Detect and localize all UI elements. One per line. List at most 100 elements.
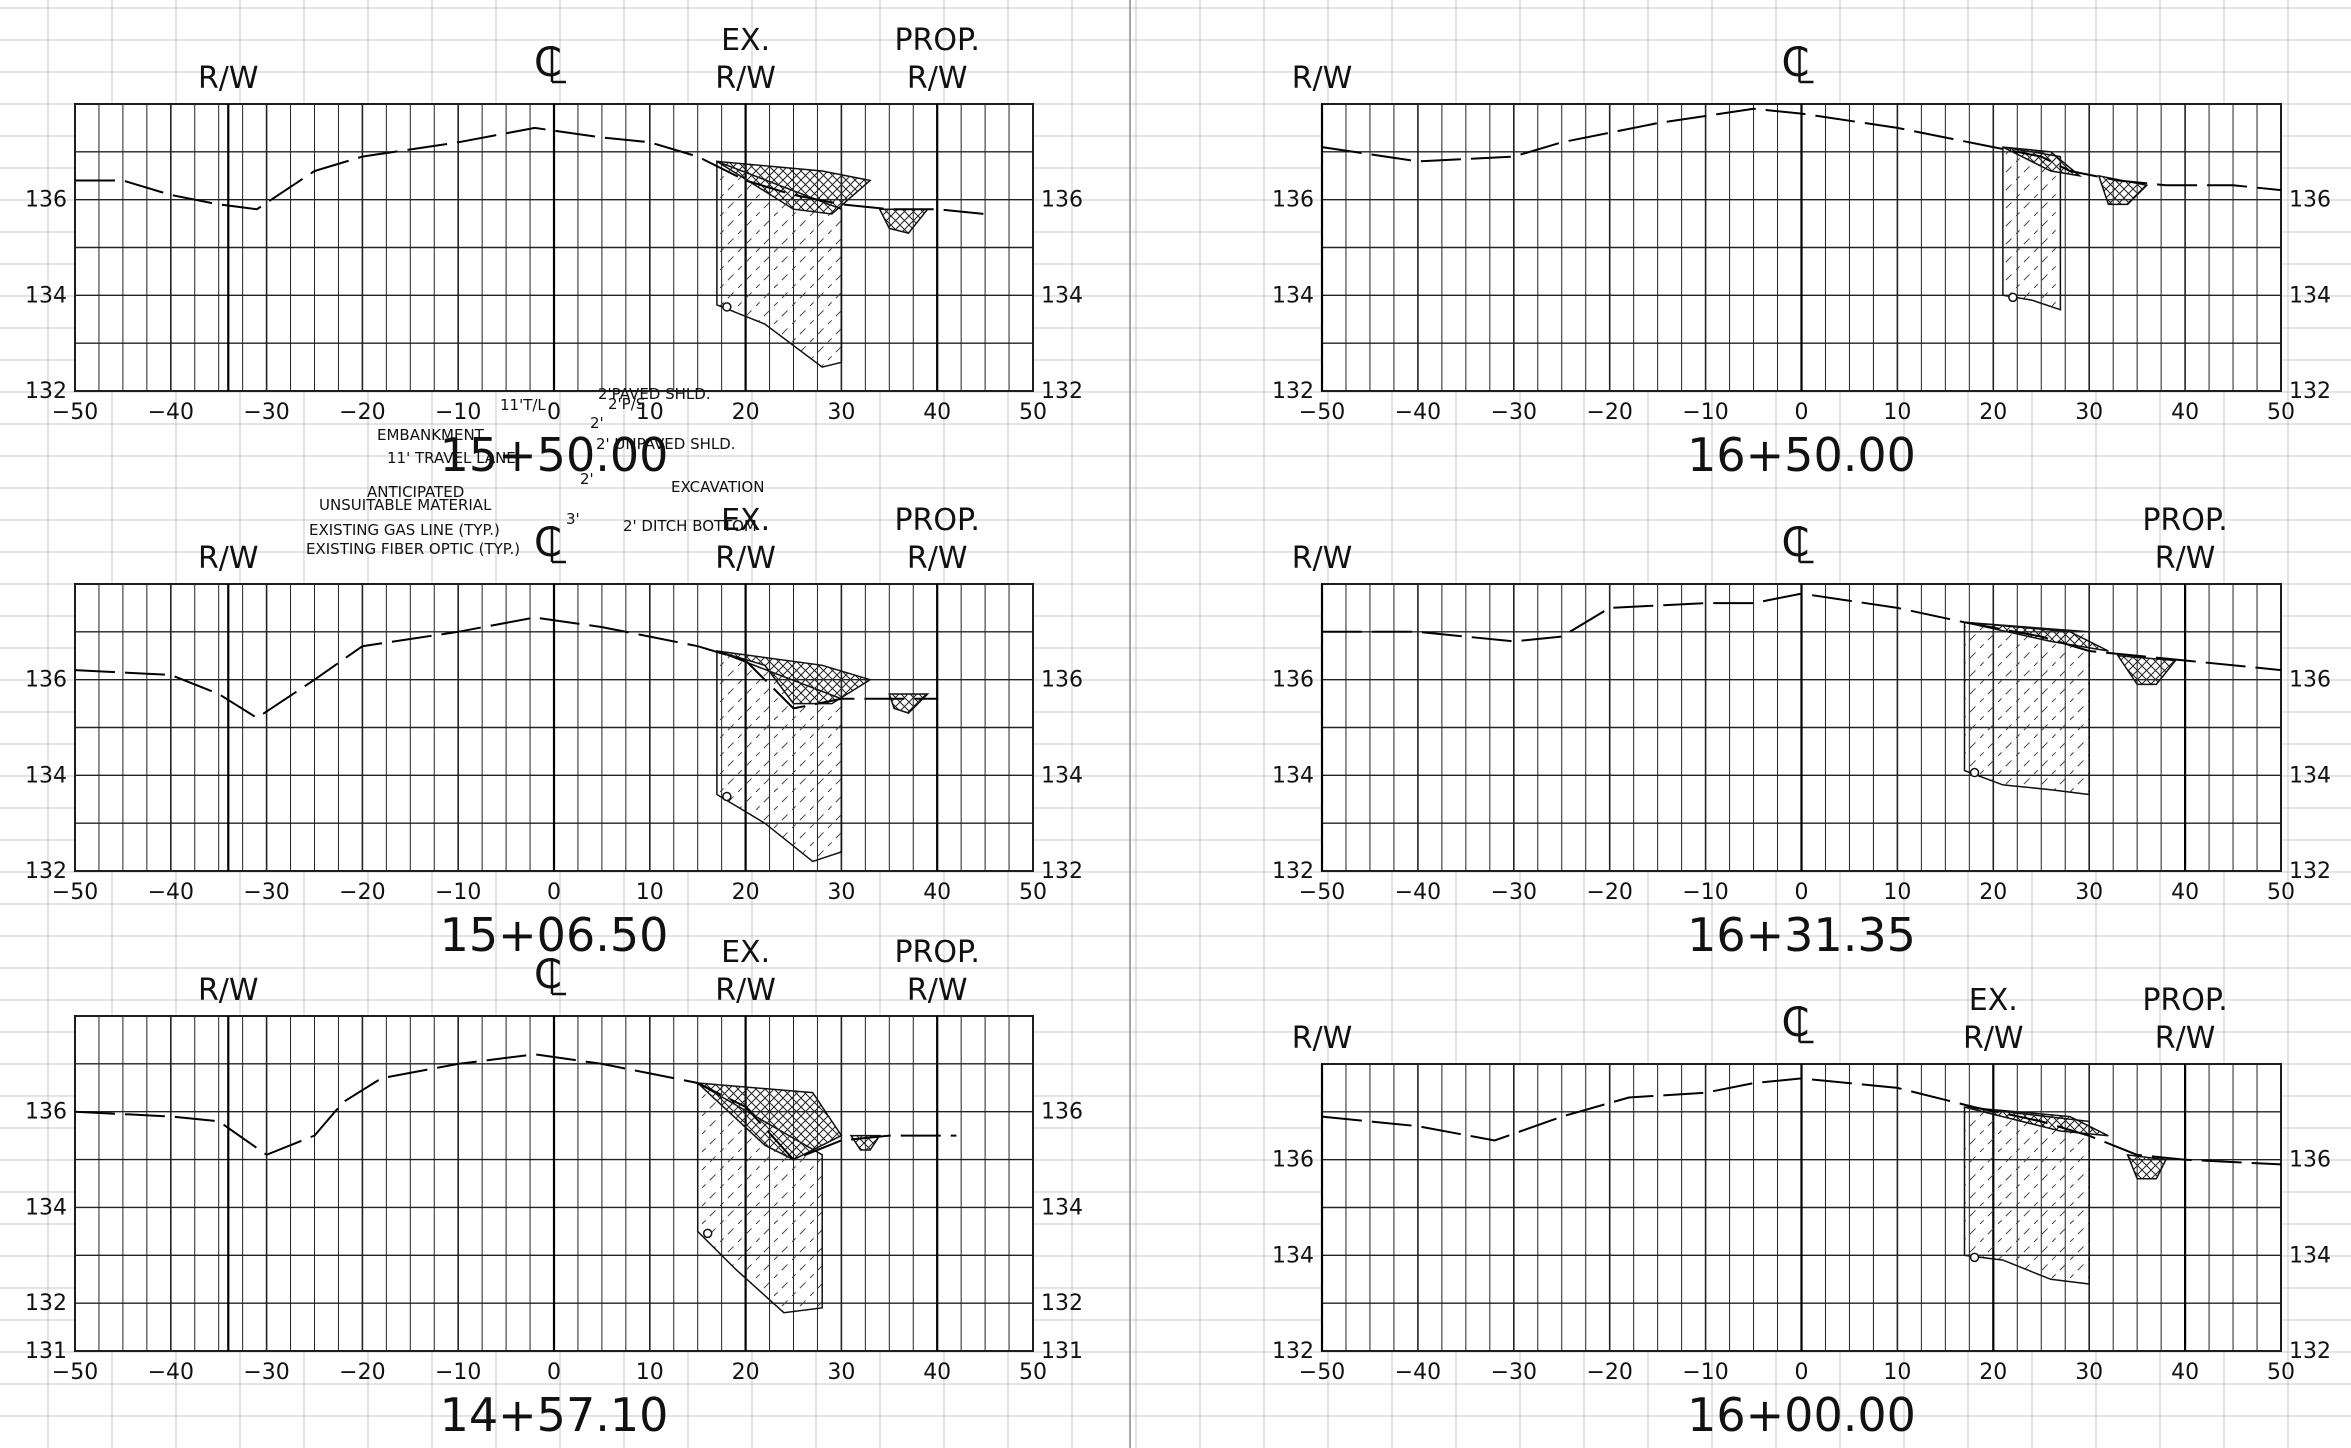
unsuitable-material-area [1963, 1106, 2090, 1285]
x-tick-label: 0 [547, 1360, 561, 1385]
x-tick-label: 50 [2267, 400, 2295, 425]
embankment-area [695, 1082, 843, 1161]
x-tick-label: 20 [732, 400, 760, 425]
y-tick-label-right: 134 [2289, 1243, 2331, 1268]
x-tick-label: −50 [52, 880, 98, 905]
y-tick-label-right: 134 [1041, 283, 1083, 308]
prop-rw-label: R/W [907, 61, 968, 96]
x-tick-label: 40 [2171, 880, 2199, 905]
y-tick-label-left: 136 [25, 668, 67, 693]
y-tick-label-left: 134 [25, 1195, 67, 1220]
prop-label: PROP. [894, 503, 980, 538]
annotation-label: EXISTING GAS LINE (TYP.) [309, 521, 500, 539]
x-tick-label: 0 [1795, 1360, 1809, 1385]
x-tick-label: −10 [1682, 880, 1728, 905]
x-tick-label: 10 [1883, 1360, 1911, 1385]
annotation-label: 2' UNPAVED SHLD. [596, 435, 736, 453]
x-tick-label: −10 [435, 880, 481, 905]
station-title: 16+00.00 [1687, 1388, 1916, 1442]
x-tick-label: 10 [1883, 400, 1911, 425]
ex-label: EX. [721, 935, 770, 970]
unsuitable-material-area [716, 160, 843, 368]
y-tick-label-left: 134 [25, 283, 67, 308]
y-tick-label-left: 132 [25, 859, 67, 884]
x-tick-label: 40 [923, 880, 951, 905]
prop-label: PROP. [2142, 503, 2228, 538]
annotation-label: 11' TRAVEL LANE [387, 449, 516, 467]
existing-ground-profile [74, 1053, 957, 1161]
embankment-area [1964, 1106, 2109, 1137]
y-tick-label-left: 132 [1272, 859, 1314, 884]
x-tick-label: −40 [1395, 400, 1441, 425]
ex-rw-label: R/W [715, 61, 776, 96]
rw-label: R/W [1292, 1021, 1353, 1056]
gas-line-marker [1969, 767, 1980, 778]
x-tick-label: −30 [1491, 400, 1537, 425]
annotation-label: ANTICIPATED [367, 483, 464, 501]
y-tick-label-left: 134 [1272, 763, 1314, 788]
x-tick-label: −50 [52, 1360, 98, 1385]
x-tick-label: −20 [339, 880, 385, 905]
existing-ground-profile [1322, 592, 2282, 672]
y-tick-label-left: 134 [25, 763, 67, 788]
y-tick-label-left: 136 [1272, 1148, 1314, 1173]
x-tick-label: 30 [827, 400, 855, 425]
prop-rw-label: R/W [907, 541, 968, 576]
ex-rw-label: R/W [715, 541, 776, 576]
annotation-label: EXCAVATION [671, 478, 764, 496]
excavation-area [2126, 1153, 2168, 1180]
y-tick-label-right: 132 [1041, 1291, 1083, 1316]
y-tick-label-right: 136 [2289, 668, 2331, 693]
rw-label: R/W [1292, 541, 1353, 576]
centerline-symbol: C [1782, 40, 1810, 86]
x-tick-label: 30 [827, 880, 855, 905]
y-tick-label-left: 136 [25, 188, 67, 213]
x-tick-label: 10 [636, 1360, 664, 1385]
station-title: 15+50.00 [440, 428, 669, 482]
y-tick-label-right: 136 [2289, 188, 2331, 213]
x-tick-label: 40 [2171, 1360, 2199, 1385]
y-tick-label-right: 132 [2289, 379, 2331, 404]
x-tick-label: −50 [1299, 880, 1345, 905]
annotation-label: 11'T/L [500, 396, 546, 414]
x-tick-label: 20 [1979, 880, 2007, 905]
rw-label: R/W [198, 541, 259, 576]
y-tick-label-right: 136 [1041, 668, 1083, 693]
gas-line-marker [722, 302, 732, 312]
y-tick-label-right: 132 [1041, 379, 1083, 404]
centerline-symbol: C [534, 40, 562, 86]
x-tick-label: −40 [148, 880, 194, 905]
y-tick-label-left: 132 [25, 379, 67, 404]
gas-line-marker [722, 791, 732, 802]
prop-label: PROP. [894, 23, 980, 58]
x-tick-label: −10 [435, 400, 481, 425]
y-tick-label-right: 134 [1041, 763, 1083, 788]
station-title: 14+57.10 [440, 1388, 669, 1442]
x-tick-label: 10 [636, 400, 664, 425]
centerline-symbol: C [1782, 520, 1810, 566]
existing-ground-profile [1321, 1077, 2282, 1166]
x-tick-label: 30 [2075, 880, 2103, 905]
annotation-label: 3' [566, 510, 580, 528]
x-tick-label: 0 [1795, 400, 1809, 425]
x-tick-label: 40 [2171, 400, 2199, 425]
existing-ground-profile [1321, 107, 2282, 192]
prop-rw-label: R/W [2155, 1021, 2216, 1056]
x-tick-label: −40 [148, 1360, 194, 1385]
x-tick-label: −20 [339, 400, 385, 425]
ex-rw-label: R/W [715, 973, 776, 1008]
y-tick-label-right: 136 [1041, 1100, 1083, 1125]
centerline-symbol: C [534, 520, 562, 566]
x-tick-label: −20 [1586, 1360, 1632, 1385]
x-tick-label: −50 [52, 400, 98, 425]
station-title: 16+50.00 [1687, 428, 1916, 482]
annotation-label: 2' [590, 414, 604, 432]
rw-label: R/W [198, 973, 259, 1008]
x-tick-label: 30 [2075, 400, 2103, 425]
x-tick-label: −30 [1491, 880, 1537, 905]
existing-ground-profile [74, 616, 938, 720]
